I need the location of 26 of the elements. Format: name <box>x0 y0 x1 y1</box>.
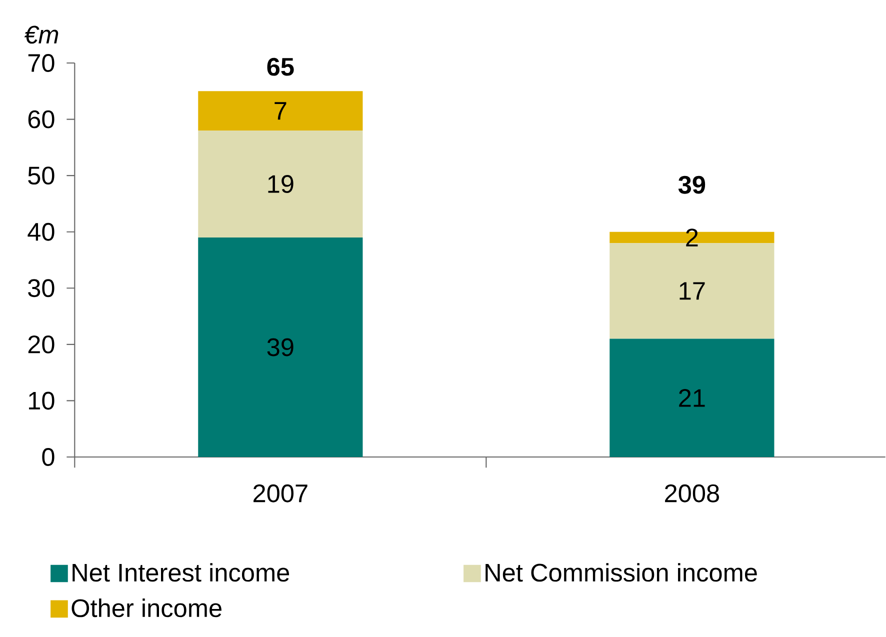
data-label: 17 <box>680 282 705 300</box>
y-tick-label: 0 <box>42 448 54 466</box>
total-label: 39 <box>678 176 706 194</box>
y-tick-label: 50 <box>28 166 54 185</box>
y-axis-title: €m <box>24 26 58 44</box>
total-label: 65 <box>267 58 294 76</box>
bar <box>198 91 363 131</box>
y-tick-label: 30 <box>28 279 54 298</box>
data-label: 7 <box>274 102 286 120</box>
legend-label: Net Interest income <box>72 563 290 582</box>
y-tick-label: 70 <box>28 54 54 72</box>
x-tick-label: 2008 <box>665 484 719 502</box>
x-tick-label: 2007 <box>254 484 308 502</box>
y-tick-label: 20 <box>28 335 54 354</box>
y-tick-label: 10 <box>29 392 54 410</box>
bar <box>198 130 363 238</box>
legend-label: Net Commission income <box>486 563 757 582</box>
bar <box>610 338 774 457</box>
y-tick-label: 40 <box>28 222 54 241</box>
bar <box>198 237 363 457</box>
y-tick-label: 60 <box>28 110 54 128</box>
legend-label: Other income <box>72 598 222 618</box>
data-label: 39 <box>267 338 294 356</box>
data-label: 21 <box>679 389 705 407</box>
data-label: 2 <box>686 228 698 246</box>
data-label: 19 <box>268 175 294 193</box>
